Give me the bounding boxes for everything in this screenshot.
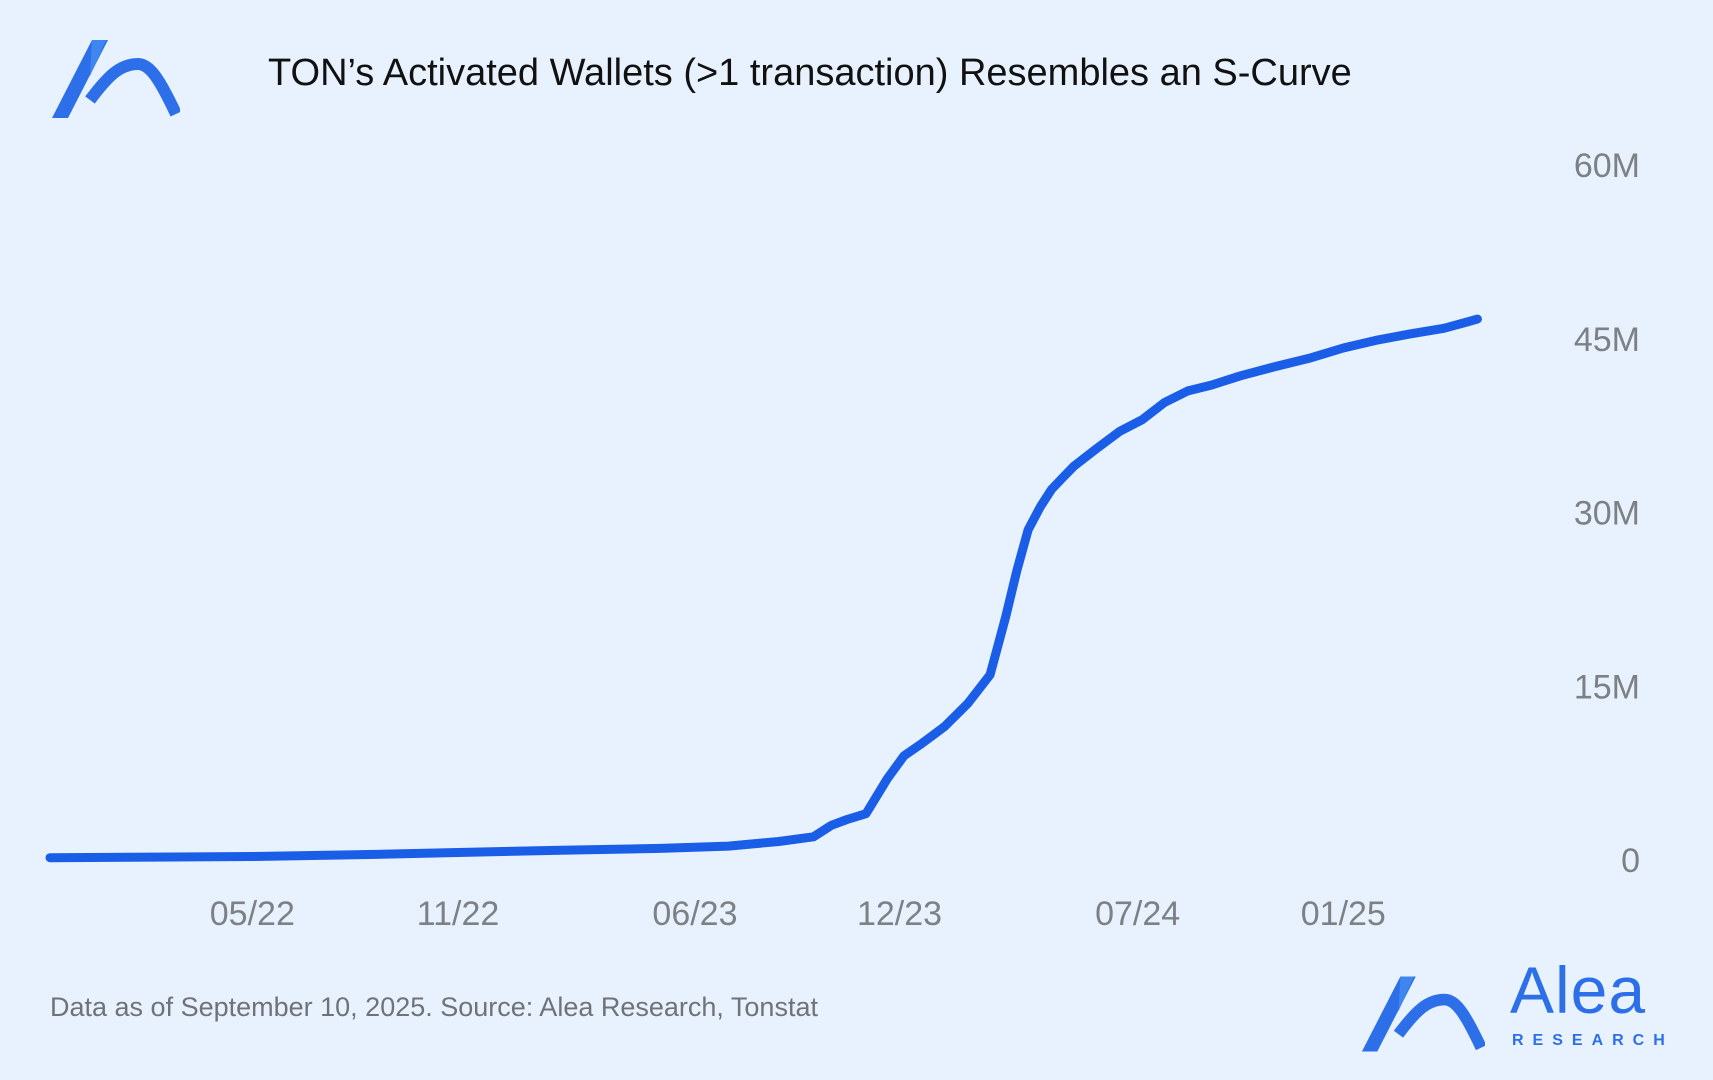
- x-tick-label: 12/23: [857, 895, 942, 933]
- x-tick-label: 11/22: [417, 895, 500, 933]
- y-tick-label: 45M: [1574, 321, 1640, 359]
- x-tick-label: 06/23: [652, 895, 737, 933]
- brand-name: Alea: [1510, 953, 1647, 1027]
- brand-subtitle: RESEARCH: [1512, 1032, 1674, 1049]
- alea-logo-icon: [52, 40, 180, 118]
- x-tick-label: 07/24: [1095, 895, 1180, 933]
- x-tick-label: 05/22: [210, 895, 295, 933]
- brand-logo: Alea RESEARCH: [1360, 953, 1670, 1060]
- y-axis: 0 15M 30M 45M 60M: [1574, 147, 1640, 880]
- y-tick-label: 0: [1621, 842, 1640, 880]
- chart-title: TON’s Activated Wallets (>1 transaction)…: [268, 52, 1352, 94]
- source-note: Data as of September 10, 2025. Source: A…: [50, 992, 818, 1022]
- y-tick-label: 15M: [1574, 668, 1640, 706]
- x-tick-label: 01/25: [1301, 895, 1386, 933]
- series-line-activated-wallets: [45, 314, 1482, 863]
- y-tick-label: 60M: [1574, 147, 1640, 185]
- y-tick-label: 30M: [1574, 495, 1640, 533]
- x-axis: 05/22 11/22 06/23 12/23 07/24 01/25: [210, 895, 1386, 933]
- alea-logo-icon: [1361, 976, 1485, 1052]
